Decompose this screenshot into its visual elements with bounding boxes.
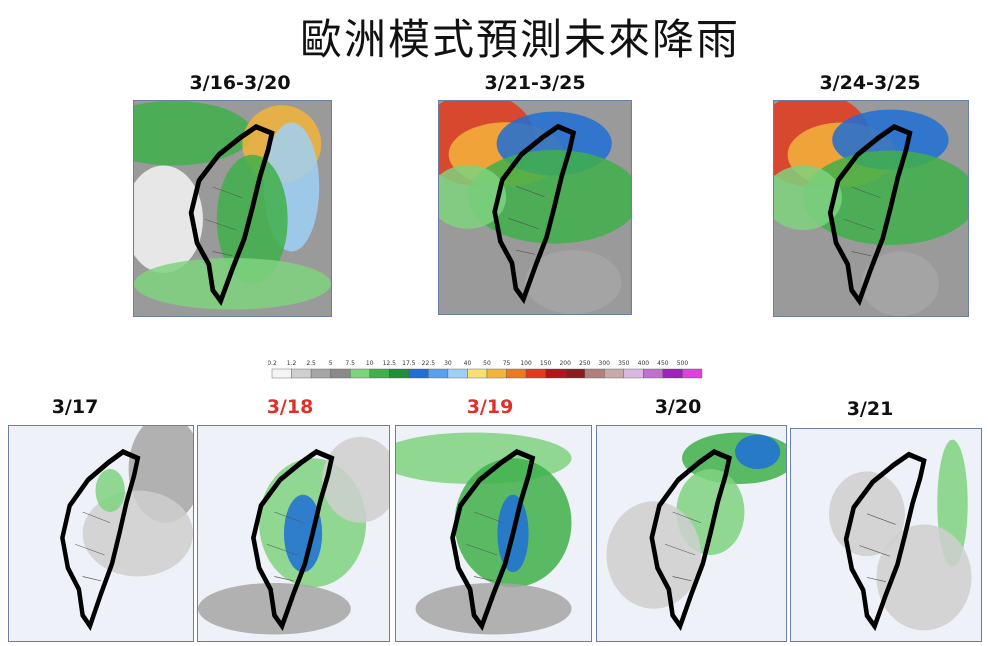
taiwan-outline — [843, 451, 927, 632]
colorbar-swatch — [506, 368, 527, 379]
panel-label: 3/18 — [266, 396, 314, 418]
colorbar-label: 7.5 — [345, 360, 355, 367]
colorbar-swatch — [682, 368, 703, 379]
slide-title: 歐洲模式預測未來降雨 — [299, 15, 740, 64]
colorbar-label: 300 — [599, 360, 611, 367]
rain-area — [95, 469, 125, 512]
colorbar-label: 50 — [483, 360, 491, 367]
taiwan-outline — [450, 448, 536, 632]
taiwan-outline — [60, 448, 141, 632]
colorbar-swatch — [291, 368, 312, 379]
rain-map — [133, 100, 332, 317]
colorbar-swatch — [662, 368, 683, 379]
colorbar-label: 5 — [329, 360, 333, 367]
taiwan-outline — [492, 123, 577, 305]
county-lines — [204, 186, 243, 257]
panel-label: 3/17 — [51, 396, 99, 418]
taiwan-outline — [827, 123, 913, 307]
rain-area — [439, 164, 507, 229]
county-lines — [859, 513, 896, 582]
colorbar-swatch — [428, 368, 449, 379]
county-lines — [75, 511, 111, 582]
rain-area — [774, 165, 842, 230]
colorbar-swatch — [408, 368, 429, 379]
colorbar-label: 400 — [638, 360, 650, 367]
panel-label: 3/24-3/25 — [819, 72, 921, 94]
colorbar-swatch — [330, 368, 351, 379]
rain-area — [734, 434, 781, 469]
colorbar-label: 10 — [366, 360, 374, 367]
colorbar-swatch — [584, 368, 605, 379]
panel-label: 3/20 — [654, 396, 702, 418]
panel-label: 3/16-3/20 — [189, 72, 291, 94]
rain-map — [395, 425, 592, 642]
colorbar-swatch — [545, 368, 566, 379]
rain-area — [322, 436, 389, 523]
colorbar-label: 150 — [540, 360, 552, 367]
colorbar-label: 75 — [503, 360, 511, 367]
rain-area — [525, 250, 622, 314]
county-lines — [843, 186, 881, 257]
rain-area — [216, 154, 288, 284]
colorbar-label: 500 — [677, 360, 689, 367]
county-lines — [664, 511, 702, 582]
colorbar-label: 1.2 — [287, 360, 297, 367]
panel-label: 3/21-3/25 — [484, 72, 586, 94]
rain-map — [197, 425, 390, 642]
colorbar-swatch — [467, 368, 488, 379]
rain-area — [829, 471, 905, 557]
rain-area — [134, 165, 203, 273]
county-lines — [508, 185, 545, 255]
colorbar-label: 12.5 — [383, 360, 397, 367]
rain-area — [134, 257, 331, 310]
colorbar-swatch — [564, 368, 585, 379]
colorbar-swatch — [643, 368, 664, 379]
colorbar-swatch — [310, 368, 331, 379]
county-lines — [266, 511, 304, 582]
taiwan-outline — [188, 123, 275, 307]
colorbar-swatch — [369, 368, 390, 379]
rain-area — [861, 251, 939, 316]
colorbar-swatch — [447, 368, 468, 379]
county-lines — [466, 511, 504, 582]
colorbar-label: 450 — [657, 360, 669, 367]
rain-map — [8, 425, 194, 642]
colorbar-swatch — [349, 368, 370, 379]
rain-map — [773, 100, 969, 317]
colorbar-label: 2.5 — [306, 360, 316, 367]
colorbar-swatch — [623, 368, 644, 379]
colorbar-label: 100 — [520, 360, 532, 367]
rain-map — [438, 100, 632, 315]
taiwan-outline — [251, 448, 335, 632]
colorbar-swatch — [389, 368, 410, 379]
rain-area — [283, 494, 323, 573]
colorbar-swatch — [486, 368, 507, 379]
colorbar-swatch — [525, 368, 546, 379]
rain-map — [596, 425, 787, 642]
colorbar: 0.2 1.2 2.5 5 7.5 10 12.5 17.5 22.5 30 40 50 75 100 15… — [268, 360, 703, 379]
colorbar-label: 17.5 — [402, 360, 416, 367]
taiwan-outline — [649, 448, 732, 632]
colorbar-label: 0.2 — [268, 360, 277, 367]
colorbar-swatch — [271, 368, 292, 379]
colorbar-label: 350 — [618, 360, 630, 367]
colorbar-label: 40 — [464, 360, 472, 367]
panel-label: 3/19 — [466, 396, 514, 418]
colorbar-label: 22.5 — [422, 360, 436, 367]
colorbar-label: 250 — [579, 360, 591, 367]
colorbar-label: 30 — [444, 360, 452, 367]
colorbar-label: 200 — [559, 360, 571, 367]
rain-area — [415, 582, 572, 635]
rain-map — [790, 428, 982, 642]
panel-label: 3/21 — [846, 398, 894, 420]
colorbar-swatch — [604, 368, 625, 379]
